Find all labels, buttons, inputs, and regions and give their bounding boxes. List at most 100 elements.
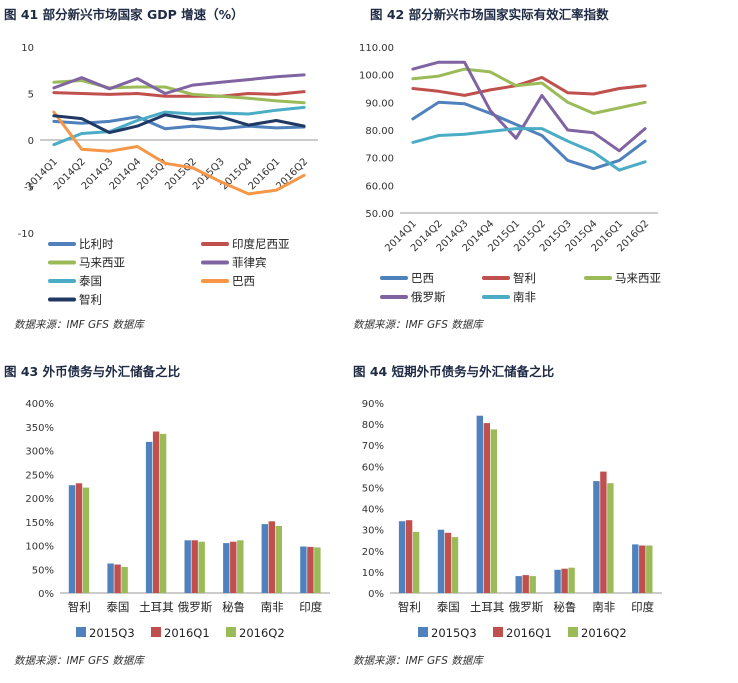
bar-智利-2016Q1 [75, 483, 83, 593]
x-tick-label: 土耳其 [470, 600, 505, 614]
chart-source: 数据来源：IMF GFS 数据库 [353, 655, 484, 667]
legend-label: 2016Q1 [506, 626, 552, 640]
y-tick-label: -10 [18, 229, 34, 240]
y-tick-label: 0% [38, 589, 54, 600]
bar-秘鲁-2016Q1 [561, 568, 568, 593]
bar-泰国-2016Q1 [114, 564, 121, 593]
bar-泰国-2016Q2 [121, 566, 128, 593]
x-tick-label: 秘鲁 [222, 600, 245, 614]
bar-秘鲁-2015Q3 [554, 569, 561, 593]
x-tick-label: 泰国 [106, 600, 129, 614]
x-tick-label: 俄罗斯 [178, 600, 213, 614]
bar-泰国-2015Q3 [437, 529, 445, 593]
x-tick-label: 智利 [398, 600, 421, 614]
bar-南非-2016Q1 [600, 471, 607, 593]
legend-label: 马来西亚 [615, 271, 661, 285]
bar-秘鲁-2016Q1 [230, 541, 237, 593]
chart-title: 图 42 部分新兴市场国家实际有效汇率指数 [370, 7, 609, 22]
y-tick-label: 90.00 [365, 98, 394, 109]
y-tick-label: 50.00 [365, 209, 394, 220]
y-tick-label: 30% [362, 526, 384, 537]
series-line-泰国 [52, 105, 306, 147]
bar-南非-2016Q2 [275, 526, 282, 593]
legend-label: 2016Q2 [581, 626, 627, 640]
bar-南非-2015Q3 [261, 524, 268, 593]
y-tick-label: 250% [25, 470, 54, 481]
series-line-马来西亚 [52, 79, 306, 105]
y-tick-label: 100% [25, 542, 54, 553]
bar-南非-2016Q2 [607, 483, 614, 593]
y-tick-label: 10% [362, 568, 384, 579]
series-line-菲律宾 [52, 73, 306, 95]
chart-source: 数据来源：IMF GFS 数据库 [353, 319, 484, 331]
chart-reer: 图 42 部分新兴市场国家实际有效汇率指数 110.00 100.00 90.00 8… [353, 7, 661, 331]
bar-俄罗斯-2016Q1 [522, 575, 529, 593]
bar-南非-2015Q3 [593, 481, 600, 593]
y-tick-label: 40% [362, 505, 384, 516]
bar-秘鲁-2016Q2 [568, 567, 575, 593]
bar-秘鲁-2015Q3 [223, 543, 230, 593]
y-tick-label: 50% [32, 565, 54, 576]
y-tick-label: 300% [25, 447, 54, 458]
bar-泰国-2015Q3 [107, 563, 114, 593]
legend-label: 巴西 [232, 274, 255, 288]
bar-俄罗斯-2015Q3 [515, 576, 522, 593]
series-line-俄罗斯 [411, 60, 647, 153]
bar-印度-2016Q1 [307, 546, 314, 593]
x-tick-label: 南非 [261, 600, 284, 614]
x-tick-label: 土耳其 [139, 600, 174, 614]
bar-土耳其-2016Q1 [483, 423, 490, 593]
legend-swatch [151, 627, 161, 637]
y-tick-label: 80% [362, 420, 384, 431]
legend-label: 比利时 [79, 237, 114, 251]
bar-土耳其-2015Q3 [476, 415, 483, 593]
bar-智利-2015Q3 [68, 485, 76, 593]
y-tick-label: 60% [362, 462, 384, 473]
legend-label: 菲律宾 [232, 256, 267, 270]
y-tick-label: 90% [362, 399, 384, 410]
legend-label: 2016Q1 [164, 626, 210, 640]
chart-title: 图 41 部分新兴市场国家 GDP 增速（%） [4, 7, 244, 22]
chart-title: 图 44 短期外币债务与外汇储备之比 [353, 364, 555, 379]
bar-泰国-2016Q1 [444, 532, 452, 593]
bar-土耳其-2015Q3 [145, 441, 153, 593]
y-tick-label: 5 [28, 90, 34, 101]
bar-智利-2016Q2 [412, 531, 420, 593]
y-tick-label: 60.00 [365, 181, 394, 192]
chart-gdp-growth: 图 41 部分新兴市场国家 GDP 增速（%） 1050-5-102014Q12… [4, 7, 318, 331]
x-tick-label: 南非 [592, 600, 615, 614]
bar-南非-2016Q1 [268, 521, 275, 593]
chart-source: 数据来源：IMF GFS 数据库 [14, 655, 145, 667]
series-line-巴西 [52, 110, 306, 196]
x-tick-label: 印度 [299, 600, 322, 614]
series-line-南非 [411, 127, 647, 172]
bar-俄罗斯-2015Q3 [184, 540, 191, 593]
bar-印度-2016Q1 [639, 545, 646, 593]
legend-label: 泰国 [79, 274, 102, 288]
legend-label: 马来西亚 [79, 256, 125, 270]
legend-swatch [418, 627, 428, 637]
legend-label: 智利 [79, 293, 102, 307]
chart-source: 数据来源：IMF GFS 数据库 [14, 319, 145, 331]
y-tick-label: 70.00 [365, 154, 394, 165]
y-tick-label: 50% [362, 483, 384, 494]
bar-俄罗斯-2016Q1 [191, 540, 198, 593]
legend-label: 2015Q3 [89, 626, 135, 640]
bar-印度-2016Q2 [646, 545, 653, 593]
bar-智利-2016Q2 [82, 487, 90, 593]
series-line-比利时 [52, 115, 306, 131]
legend-label: 俄罗斯 [411, 290, 446, 304]
bar-俄罗斯-2016Q2 [529, 576, 536, 593]
y-tick-label: 350% [25, 423, 54, 434]
y-tick-label: 150% [25, 518, 54, 529]
y-tick-label: 100.00 [359, 71, 394, 82]
y-tick-label: 110.00 [359, 43, 394, 54]
bar-智利-2016Q1 [405, 520, 413, 593]
bar-印度-2015Q3 [632, 544, 639, 593]
bar-智利-2015Q3 [398, 521, 406, 593]
legend-swatch [76, 627, 86, 637]
x-tick-label: 智利 [68, 600, 91, 614]
legend-label: 2015Q3 [431, 626, 477, 640]
legend-label: 印度尼西亚 [232, 237, 290, 251]
